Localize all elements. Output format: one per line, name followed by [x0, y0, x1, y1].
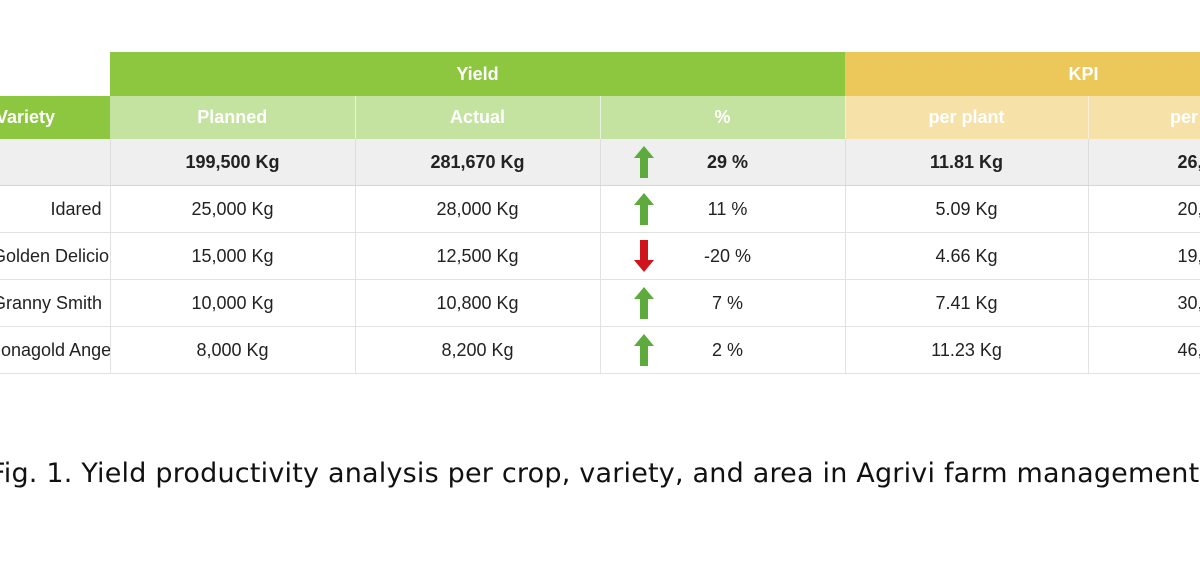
per-plant-cell: 11.23 Kg — [845, 326, 1089, 374]
table-row[interactable]: Idared 25,000 Kg 28,000 Kg 11 % 5.09 Kg … — [0, 185, 1200, 233]
per-area-cell: 20,963 — [1088, 185, 1200, 233]
figure-caption: Fig. 1. Yield productivity analysis per … — [0, 458, 1200, 489]
per-plant-cell: 5.09 Kg — [845, 185, 1089, 233]
total-percent: 29 % — [707, 151, 749, 172]
percent-value: 2 % — [712, 339, 744, 360]
actual-cell: 10,800 Kg — [355, 279, 601, 327]
percent-value: 7 % — [712, 292, 744, 313]
total-variety — [0, 139, 111, 186]
total-actual: 281,670 Kg — [355, 139, 601, 186]
total-per-plant: 11.81 Kg — [845, 139, 1089, 186]
planned-cell: 8,000 Kg — [110, 326, 356, 374]
table-row[interactable]: Granny Smith 10,000 Kg 10,800 Kg 7 % 7.4… — [0, 279, 1200, 327]
percent-cell: -20 % — [600, 232, 846, 280]
trend-up-icon — [601, 192, 687, 226]
percent-cell: 11 % — [600, 185, 846, 233]
table-row[interactable]: Golden Delicious 15,000 Kg 12,500 Kg -20… — [0, 232, 1200, 280]
yield-analysis-table: Yield KPI Variety Planned Actual % per p… — [0, 52, 1200, 374]
column-header-planned[interactable]: Planned — [110, 96, 356, 139]
planned-cell: 10,000 Kg — [110, 279, 356, 327]
trend-up-icon — [601, 145, 687, 179]
group-header-yield: Yield — [110, 52, 846, 96]
percent-value: 11 % — [707, 198, 748, 219]
column-header-percent[interactable]: % — [600, 96, 846, 139]
per-area-cell: 30,505 — [1088, 279, 1200, 327]
group-header-blank — [0, 52, 110, 96]
trend-up-icon — [601, 286, 687, 320]
total-per-area: 26,956 — [1088, 139, 1200, 186]
trend-up-icon — [601, 333, 687, 367]
total-planned: 199,500 Kg — [110, 139, 356, 186]
column-header-variety[interactable]: Variety — [0, 96, 110, 139]
per-plant-cell: 4.66 Kg — [845, 232, 1089, 280]
per-area-cell: 19,163 — [1088, 232, 1200, 280]
percent-cell: 2 % — [600, 326, 846, 374]
column-header-actual[interactable]: Actual — [355, 96, 601, 139]
per-area-cell: 46,258 — [1088, 326, 1200, 374]
percent-cell: 7 % — [600, 279, 846, 327]
planned-cell: 15,000 Kg — [110, 232, 356, 280]
percent-value: -20 % — [704, 245, 752, 266]
total-row: 199,500 Kg 281,670 Kg 29 % 11.81 Kg 26,9… — [0, 139, 1200, 186]
group-header-row: Yield KPI — [0, 52, 1200, 96]
actual-cell: 8,200 Kg — [355, 326, 601, 374]
actual-cell: 28,000 Kg — [355, 185, 601, 233]
column-header-per-area[interactable]: per area — [1088, 96, 1200, 139]
variety-cell: Idared — [0, 185, 111, 233]
variety-cell: Granny Smith — [0, 279, 111, 327]
sub-header-row: Variety Planned Actual % per plant per a… — [0, 96, 1200, 139]
group-header-kpi: KPI — [845, 52, 1200, 96]
table-row[interactable]: Jonagold Anger Apfel 8,000 Kg 8,200 Kg 2… — [0, 326, 1200, 374]
variety-cell: Golden Delicious — [0, 232, 111, 280]
actual-cell: 12,500 Kg — [355, 232, 601, 280]
per-plant-cell: 7.41 Kg — [845, 279, 1089, 327]
total-percent-cell: 29 % — [600, 139, 846, 186]
variety-cell: Jonagold Anger Apfel — [0, 326, 111, 374]
planned-cell: 25,000 Kg — [110, 185, 356, 233]
trend-down-icon — [601, 239, 687, 273]
column-header-per-plant[interactable]: per plant — [845, 96, 1089, 139]
